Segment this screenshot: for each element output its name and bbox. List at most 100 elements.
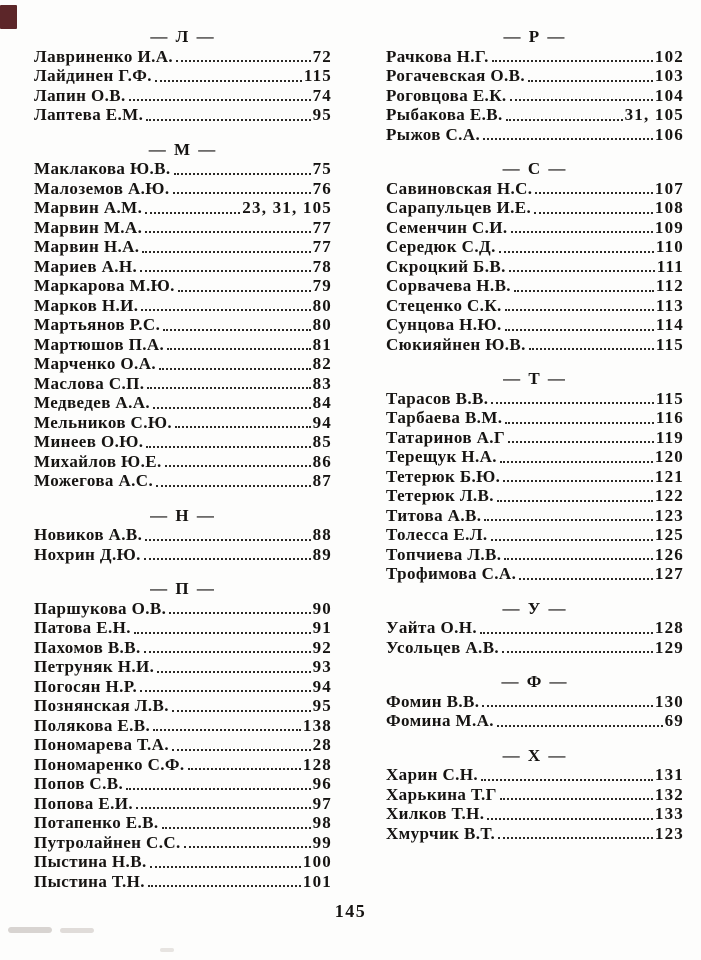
section-letter-header: — Н —: [150, 505, 216, 525]
section-letter-header: — С —: [502, 159, 568, 178]
entry-name: Малоземов А.Ю.: [34, 178, 170, 198]
index-entry: Семенчин С.И. 109: [386, 218, 684, 238]
dot-leader: [136, 807, 311, 809]
index-entry: Марков Н.И. 80: [34, 296, 332, 316]
entry-page-number: 115: [655, 388, 684, 408]
entry-page-number: 80: [312, 315, 332, 334]
entry-page-number: 100: [302, 852, 332, 871]
entry-page-number: 85: [312, 432, 332, 451]
entry-page-number: 132: [654, 784, 684, 804]
entry-page-number: 78: [312, 256, 332, 276]
index-entry: Савиновская Н.С. 107: [386, 179, 684, 199]
dot-leader: [159, 367, 311, 370]
dot-leader: [149, 865, 301, 868]
entry-name: Сунцова Н.Ю.: [386, 315, 502, 334]
dot-leader: [147, 387, 311, 389]
entry-page-number: 79: [312, 276, 332, 295]
dot-leader: [505, 118, 623, 121]
entry-page-number: 106: [654, 124, 684, 144]
section-letter-header: — Т —: [503, 369, 567, 388]
index-entry: Пономарева Т.А. 28: [34, 735, 332, 755]
entry-page-number: 72: [312, 46, 332, 66]
dot-leader: [175, 426, 311, 428]
section-letter-header: — Х —: [502, 745, 568, 765]
index-entry: Харин С.Н. 131: [386, 765, 684, 785]
entry-name: Уайта О.Н.: [386, 618, 478, 637]
entry-page-number: 114: [655, 315, 684, 334]
entry-page-number: 69: [664, 711, 684, 730]
entry-name: Попов С.В.: [34, 774, 124, 793]
index-column-right: — Р — Рачкова Н.Г. 102 Рогачевская О.В. 103 Р…: [386, 27, 684, 906]
entry-page-number: 82: [312, 354, 332, 373]
section-letter-header: — Л —: [150, 27, 216, 46]
entry-name: Патова Е.Н.: [34, 618, 131, 637]
dot-leader: [126, 787, 311, 790]
entry-name: Усольцев А.В.: [386, 637, 500, 657]
entry-name: Титова А.В.: [386, 505, 482, 525]
entry-page-number: 112: [655, 276, 684, 295]
dot-leader: [481, 778, 653, 781]
entry-page-number: 122: [654, 486, 684, 505]
index-entry: Маклакова Ю.В. 75: [34, 159, 332, 179]
dot-leader: [172, 192, 311, 194]
dot-leader: [163, 328, 311, 331]
index-section-L: — Л — Лавриненко И.А. 72 Лайдинен Г.Ф. 115 Ла…: [34, 27, 332, 125]
index-entry: Харькина Т.Г 132: [386, 785, 684, 805]
index-section-N: — Н — Новиков А.В. 88 Нохрин Д.Ю. 89: [34, 506, 332, 565]
index-entry: Уайта О.Н. 128: [386, 618, 684, 638]
index-entry: Медведев А.А. 84: [34, 393, 332, 413]
dot-leader: [187, 768, 301, 770]
entry-name: Трофимова С.А.: [386, 564, 517, 583]
scan-smudge: [60, 928, 94, 933]
entry-page-number: 107: [654, 178, 684, 198]
dot-leader: [161, 826, 311, 829]
index-entry: Марченко О.А. 82: [34, 354, 332, 374]
entry-name: Нохрин Д.Ю.: [34, 544, 141, 564]
index-entry: Пыстина Н.В. 100: [34, 852, 332, 872]
entry-name: Марвин А.М.: [34, 198, 143, 217]
dot-leader: [502, 651, 653, 653]
entry-page-number: 102: [654, 46, 684, 66]
entry-name: Погосян Н.Р.: [34, 676, 138, 696]
index-entry: Середюк С.Д. 110: [386, 237, 684, 257]
entry-name: Савиновская Н.С.: [386, 178, 533, 198]
index-entry: Малоземов А.Ю. 76: [34, 179, 332, 199]
entry-page-number: 77: [312, 237, 332, 256]
dot-leader: [496, 499, 653, 502]
entry-page-number: 93: [312, 657, 332, 676]
index-entry: Сунцова Н.Ю. 114: [386, 315, 684, 335]
entry-page-number: 128: [654, 618, 684, 637]
index-entry: Попова Е.И. 97: [34, 794, 332, 814]
index-entry: Нохрин Д.Ю. 89: [34, 545, 332, 565]
index-entry: Михайлов Ю.Е. 86: [34, 452, 332, 472]
index-entry: Лайдинен Г.Ф. 115: [34, 66, 332, 86]
entry-name: Семенчин С.И.: [386, 217, 508, 237]
dot-leader: [483, 138, 653, 140]
dot-leader: [519, 577, 653, 580]
dot-leader: [140, 690, 311, 692]
section-letter-header: — П —: [150, 579, 216, 598]
index-entry: Полякова Е.В. 138: [34, 716, 332, 736]
entry-page-number: 95: [312, 105, 332, 124]
entry-name: Мартьянов Р.С.: [34, 315, 161, 334]
entry-page-number: 90: [312, 598, 332, 618]
entry-name: Петруняк Н.И.: [34, 657, 155, 676]
index-entry: Лаптева Е.М. 95: [34, 105, 332, 125]
dot-leader: [491, 402, 654, 404]
entry-name: Пахомов В.В.: [34, 637, 141, 657]
entry-name: Михайлов Ю.Е.: [34, 451, 162, 471]
scan-smudge: [8, 927, 52, 933]
index-entry: Паршукова О.В. 90: [34, 599, 332, 619]
entry-page-number: 86: [312, 451, 332, 471]
entry-name: Сорвачева Н.В.: [386, 276, 511, 295]
index-entry: Стеценко С.К. 113: [386, 296, 684, 316]
index-entry: Пономаренко С.Ф. 128: [34, 755, 332, 775]
entry-page-number: 116: [655, 408, 684, 427]
index-section-H: — Х — Харин С.Н. 131 Харькина Т.Г 132 Хилков …: [386, 746, 684, 844]
entry-name: Пономаренко С.Ф.: [34, 754, 185, 774]
entry-page-number: 83: [312, 373, 332, 393]
entry-name: Стеценко С.К.: [386, 295, 502, 315]
entry-name: Маклакова Ю.В.: [34, 159, 171, 178]
entry-name: Харькина Т.Г: [386, 784, 497, 804]
dot-leader: [140, 270, 311, 272]
